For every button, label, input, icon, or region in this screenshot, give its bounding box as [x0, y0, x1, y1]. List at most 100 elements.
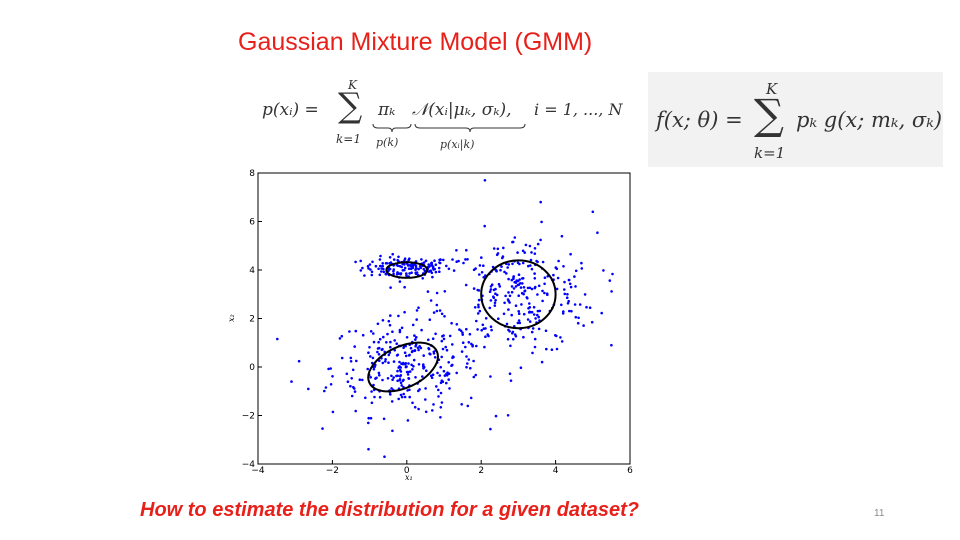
data-point	[371, 356, 375, 360]
y-tick-label: 4	[249, 266, 255, 276]
data-point	[400, 384, 403, 387]
data-point	[376, 350, 379, 354]
data-point	[574, 315, 578, 319]
data-point	[370, 401, 374, 405]
data-point	[398, 378, 402, 381]
data-point	[466, 258, 469, 261]
data-point	[350, 377, 353, 380]
data-point	[531, 351, 534, 355]
data-point	[346, 380, 350, 383]
data-point	[392, 258, 396, 261]
data-point	[562, 310, 565, 313]
data-point	[404, 354, 408, 358]
data-point	[490, 283, 494, 286]
data-point	[414, 338, 417, 341]
data-point	[537, 315, 540, 319]
data-point	[540, 360, 544, 364]
data-point	[405, 272, 408, 275]
data-point	[565, 296, 569, 299]
formula-range: i = 1, ..., N	[534, 100, 623, 119]
x-tick-label: 2	[478, 466, 484, 476]
data-point	[481, 323, 485, 327]
data-point	[432, 350, 436, 354]
data-point	[399, 381, 403, 385]
data-point	[489, 288, 493, 291]
data-point	[568, 309, 571, 313]
data-point	[400, 326, 404, 330]
data-point	[483, 179, 487, 182]
data-point	[367, 351, 370, 354]
data-point	[533, 345, 537, 349]
data-point	[430, 271, 434, 275]
data-point	[472, 287, 476, 290]
gaussian-ellipse	[367, 341, 439, 393]
data-point	[417, 389, 420, 393]
data-point	[367, 416, 370, 420]
data-point	[377, 353, 381, 356]
data-point	[433, 259, 436, 262]
data-point	[419, 266, 423, 270]
data-point	[513, 236, 517, 239]
data-point	[560, 303, 563, 307]
data-point	[523, 289, 527, 292]
data-point	[382, 267, 385, 271]
data-point	[478, 264, 482, 267]
data-point	[445, 381, 448, 385]
data-point	[432, 311, 436, 314]
data-point	[405, 274, 408, 277]
data-point	[361, 266, 364, 270]
data-point	[327, 367, 330, 371]
data-point	[416, 346, 420, 350]
data-point	[422, 354, 425, 357]
data-point	[509, 344, 512, 348]
data-point	[359, 259, 362, 263]
data-point	[472, 359, 475, 363]
data-point	[498, 285, 502, 288]
data-point	[421, 277, 424, 280]
data-point	[580, 261, 583, 265]
data-point	[464, 258, 467, 261]
data-point	[467, 341, 471, 344]
data-point	[602, 269, 605, 272]
data-point	[588, 306, 592, 309]
data-point	[390, 387, 393, 390]
sum-symbol: ∑	[754, 90, 784, 139]
sum-lower: k=1	[754, 144, 786, 162]
data-point	[541, 289, 544, 293]
data-point	[422, 267, 426, 271]
data-point	[366, 264, 370, 268]
data-point	[516, 283, 520, 287]
data-point	[513, 280, 516, 284]
data-point	[434, 270, 438, 274]
data-point	[569, 285, 573, 289]
data-point	[398, 365, 401, 368]
data-point	[377, 346, 381, 350]
data-point	[398, 328, 402, 332]
data-point	[474, 373, 477, 377]
data-point	[516, 251, 519, 254]
data-point	[503, 270, 506, 274]
data-point	[545, 347, 548, 351]
data-point	[495, 293, 499, 297]
data-point	[478, 273, 481, 276]
data-point	[578, 303, 582, 306]
data-point	[566, 293, 569, 296]
data-point	[382, 270, 386, 274]
data-point	[428, 352, 431, 355]
data-point	[451, 343, 454, 346]
data-point	[533, 337, 537, 341]
data-point	[389, 345, 392, 349]
data-point	[443, 315, 446, 318]
data-point	[442, 258, 445, 262]
data-point	[521, 277, 524, 280]
data-point	[533, 277, 537, 280]
data-point	[480, 271, 484, 274]
data-point	[506, 337, 510, 341]
data-point	[600, 311, 603, 315]
data-point	[517, 312, 521, 315]
data-point	[321, 427, 324, 430]
data-point	[500, 265, 503, 268]
data-point	[472, 268, 476, 272]
data-point	[532, 305, 536, 309]
data-point	[507, 291, 510, 294]
